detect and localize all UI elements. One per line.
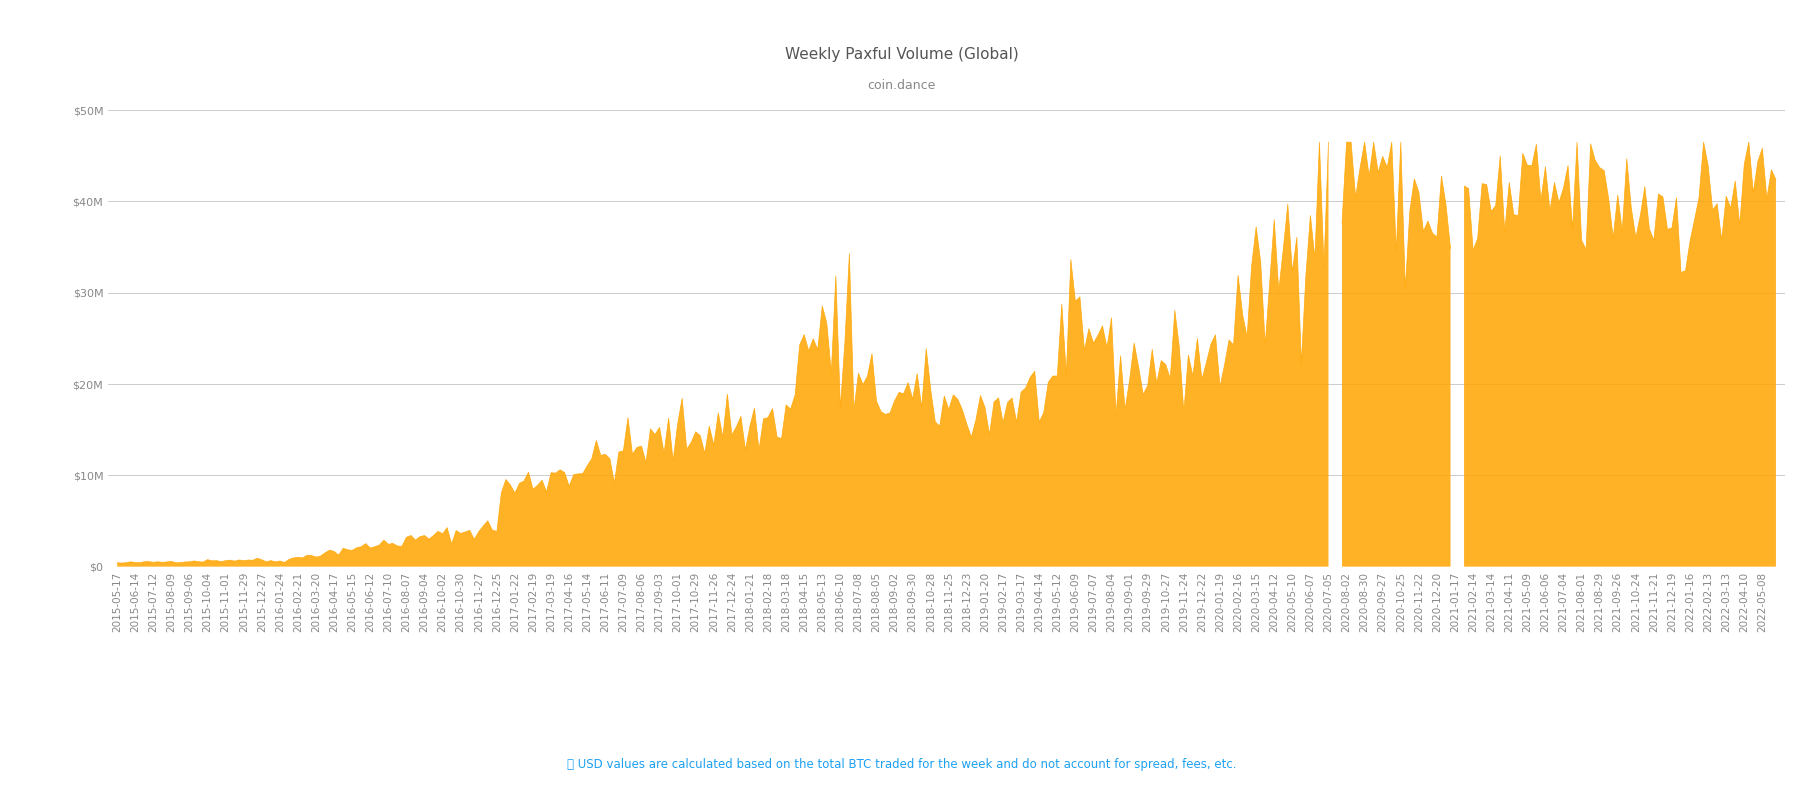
Text: ⓘ USD values are calculated based on the total BTC traded for the week and do no: ⓘ USD values are calculated based on the… [566,758,1237,771]
Text: coin.dance: coin.dance [867,79,936,92]
Text: Weekly Paxful Volume (Global): Weekly Paxful Volume (Global) [784,47,1019,62]
